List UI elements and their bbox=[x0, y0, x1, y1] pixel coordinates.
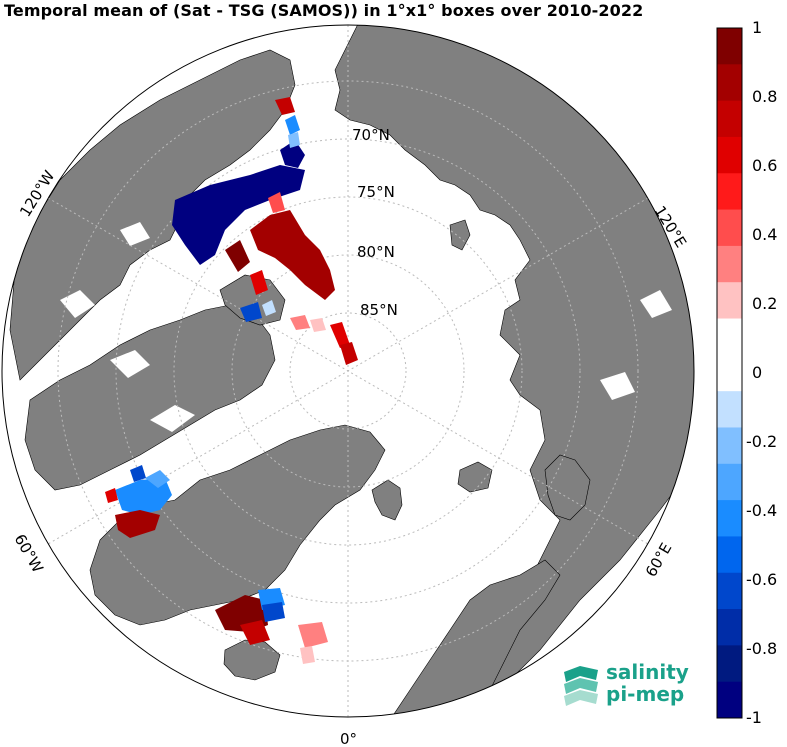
colorbar bbox=[717, 28, 742, 719]
land-severnaya bbox=[449, 219, 471, 251]
lat-label-80: 80°N bbox=[357, 243, 395, 261]
colorbar-segment bbox=[717, 318, 742, 356]
colorbar-segment bbox=[717, 681, 742, 719]
colorbar-tick-label: 0.2 bbox=[752, 294, 778, 313]
land-novaya-zemlya bbox=[544, 454, 591, 521]
colorbar-segment bbox=[717, 100, 742, 138]
colorbar-tick-label: 0.8 bbox=[752, 87, 778, 106]
graticule bbox=[47, 25, 649, 717]
colorbar-segment bbox=[717, 536, 742, 574]
colorbar-tick-label: 0.6 bbox=[752, 156, 778, 175]
colorbar-segment bbox=[717, 391, 742, 428]
colorbar-segment bbox=[717, 463, 742, 501]
colorbar-tick-label: -0.2 bbox=[746, 432, 778, 451]
colorbar-segment bbox=[717, 282, 742, 320]
colorbar-segment bbox=[717, 209, 742, 247]
colorbar-segment bbox=[717, 572, 742, 610]
logo-mark-icon bbox=[564, 666, 598, 706]
colorbar-tick-label: -0.6 bbox=[746, 570, 778, 589]
land-canadian-archipelago bbox=[24, 304, 276, 491]
colorbar-segment bbox=[717, 136, 742, 174]
colorbar-tick-label: -0.4 bbox=[746, 501, 778, 520]
colorbar-segment bbox=[717, 64, 742, 102]
colorbar-tick-label: 1 bbox=[752, 18, 763, 37]
lon-label-60w: 60°W bbox=[11, 531, 47, 576]
colorbar-segment bbox=[717, 500, 742, 537]
map-title: Temporal mean of (Sat - TSG (SAMOS)) in … bbox=[4, 1, 644, 20]
colorbar-segment bbox=[717, 354, 742, 392]
lat-label-85: 85°N bbox=[360, 301, 398, 319]
colorbar-segment bbox=[717, 609, 742, 646]
colorbar-segment bbox=[717, 245, 742, 283]
land-svalbard bbox=[371, 479, 403, 521]
salinity-pi-mep-logo: salinity pi-mep bbox=[560, 660, 700, 710]
map-boundary bbox=[1, 24, 695, 718]
colorbar-tick-label: -1 bbox=[746, 708, 762, 727]
colorbar-segment bbox=[717, 173, 742, 211]
logo-text-line2: pi-mep bbox=[606, 682, 685, 706]
colorbar-segment bbox=[717, 427, 742, 465]
land-eurasia bbox=[334, 25, 694, 717]
lat-label-70: 70°N bbox=[352, 126, 390, 144]
lat-label-75: 75°N bbox=[357, 183, 395, 201]
land-greenland bbox=[89, 424, 386, 626]
colorbar-frame bbox=[716, 27, 743, 719]
colorbar-tick-label: 0.4 bbox=[752, 225, 778, 244]
land-scandinavia bbox=[389, 559, 561, 717]
colorbar-tick-label: 0 bbox=[752, 363, 763, 382]
logo-text-line1: salinity bbox=[606, 660, 689, 684]
land-franz-josef bbox=[457, 461, 493, 493]
data-boxes bbox=[105, 97, 358, 664]
colorbar-segment bbox=[717, 28, 742, 65]
colorbar-segment bbox=[717, 645, 742, 683]
lon-label-0: 0° bbox=[340, 730, 357, 747]
colorbar-tick-label: -0.8 bbox=[746, 639, 778, 658]
